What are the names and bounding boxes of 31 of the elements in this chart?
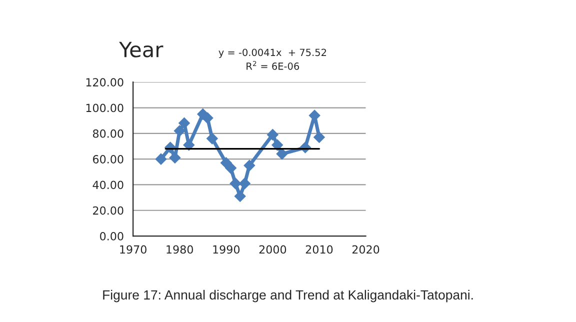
text: y = -0.0041x + 75.52 bbox=[218, 48, 326, 58]
text: R$^{2}$ = 6E-06 bbox=[246, 60, 300, 70]
x-tick-label: 1990 bbox=[213, 245, 240, 254]
point bbox=[234, 190, 246, 202]
y-tick-label: 20.00 bbox=[93, 206, 124, 215]
point bbox=[272, 139, 283, 151]
point bbox=[314, 132, 325, 143]
point bbox=[225, 162, 236, 174]
point bbox=[155, 153, 167, 165]
point bbox=[276, 148, 288, 160]
point bbox=[206, 132, 218, 144]
x-tick-label: 1970 bbox=[120, 245, 146, 254]
y-tick-label: 0.00 bbox=[100, 232, 124, 240]
point bbox=[267, 129, 278, 140]
point bbox=[230, 178, 242, 190]
x-tick-label: 1980 bbox=[166, 245, 193, 254]
y-tick-label: 60.00 bbox=[92, 155, 124, 164]
point bbox=[202, 112, 214, 124]
y-tick-label: 100.00 bbox=[86, 104, 124, 112]
x-tick-label: 2000 bbox=[259, 245, 286, 254]
point bbox=[244, 160, 256, 172]
chart-title: Year bbox=[119, 42, 164, 58]
x-tick-label: 2020 bbox=[352, 245, 380, 254]
x-tick-label: 2010 bbox=[306, 245, 333, 254]
caption: Figure 17: Annual discharge and Trend at Kaligandaki-Tatopani. bbox=[103, 290, 473, 302]
point bbox=[239, 178, 250, 190]
y-tick-label: 120.00 bbox=[86, 78, 124, 86]
point bbox=[178, 118, 190, 129]
y-tick-label: 40.00 bbox=[92, 180, 124, 190]
point bbox=[174, 125, 186, 136]
y-tick-label: 80.00 bbox=[92, 129, 124, 138]
